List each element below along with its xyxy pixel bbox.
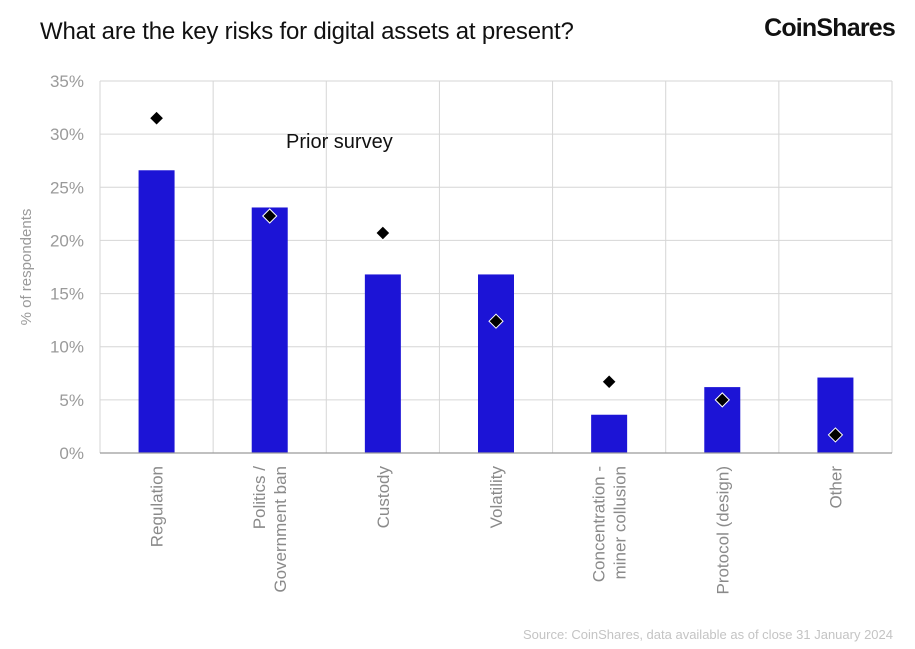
bar <box>364 274 401 453</box>
axes: 0% 5% 10% 15% 20% 25% 30% 35% <box>50 72 892 463</box>
prior-survey-marker <box>714 392 730 408</box>
category-label: Regulation <box>148 466 167 547</box>
category-label: Protocol (design) <box>713 466 732 595</box>
y-tick-label: 0% <box>59 444 84 463</box>
category-label: Other <box>826 466 845 509</box>
category-label: Custody <box>374 466 393 529</box>
y-tick-label: 10% <box>50 338 84 357</box>
category-label: Politics / <box>250 466 269 530</box>
bars <box>138 170 854 453</box>
y-tick-label: 20% <box>50 231 84 250</box>
grid-lines <box>99 80 893 454</box>
y-tick-label: 15% <box>50 285 84 304</box>
category-label: Government ban <box>271 466 290 593</box>
prior-survey-marker <box>827 427 844 443</box>
category-label: miner collusion <box>611 466 630 579</box>
prior-survey-markers <box>148 110 844 443</box>
source-note: Source: CoinShares, data available as of… <box>522 627 893 642</box>
bar <box>251 207 288 453</box>
y-tick-label: 30% <box>50 125 84 144</box>
prior-survey-marker <box>375 225 391 241</box>
category-label: Concentration - <box>590 466 609 582</box>
category-labels: Regulation Politics / Government ban Custod… <box>148 466 846 595</box>
y-tick-label: 5% <box>59 391 84 410</box>
prior-survey-marker <box>148 110 165 126</box>
y-axis-title: % of respondents <box>18 209 35 326</box>
bar <box>478 274 514 453</box>
coinshares-logo: CoinShares <box>764 14 896 42</box>
prior-survey-marker <box>488 313 504 329</box>
bar <box>138 170 175 453</box>
prior-survey-annotation: Prior survey <box>286 131 393 153</box>
prior-survey-marker <box>262 208 278 224</box>
chart-title: What are the key risks for digital asset… <box>40 18 574 45</box>
y-tick-label: 35% <box>50 72 84 91</box>
prior-survey-marker <box>601 374 617 390</box>
y-tick-label: 25% <box>50 178 84 197</box>
bar <box>591 414 628 453</box>
category-label: Volatility <box>487 466 506 529</box>
